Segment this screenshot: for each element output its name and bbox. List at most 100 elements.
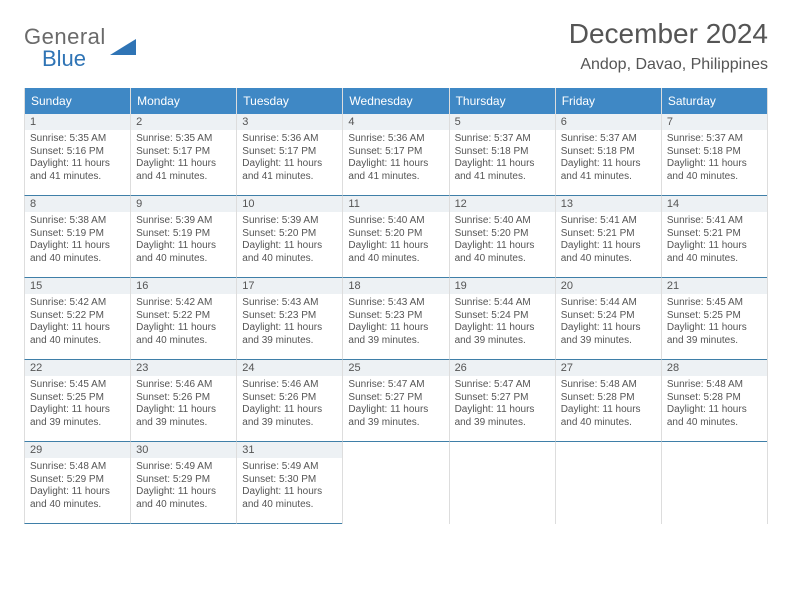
day-cell: 21Sunrise: 5:45 AMSunset: 5:25 PMDayligh…	[661, 278, 767, 360]
day-number: 11	[343, 196, 448, 212]
day-number: 22	[25, 360, 130, 376]
day-body: Sunrise: 5:37 AMSunset: 5:18 PMDaylight:…	[556, 130, 661, 188]
day-body: Sunrise: 5:40 AMSunset: 5:20 PMDaylight:…	[343, 212, 448, 270]
day-body: Sunrise: 5:47 AMSunset: 5:27 PMDaylight:…	[343, 376, 448, 434]
day-cell: 8Sunrise: 5:38 AMSunset: 5:19 PMDaylight…	[24, 196, 130, 278]
day-d1: Daylight: 11 hours	[455, 158, 550, 171]
day-d2: and 39 minutes.	[667, 335, 762, 348]
day-number: 15	[25, 278, 130, 294]
day-ss: Sunset: 5:18 PM	[667, 146, 762, 159]
calendar-grid: SundayMondayTuesdayWednesdayThursdayFrid…	[24, 88, 768, 524]
day-d1: Daylight: 11 hours	[348, 158, 443, 171]
day-d1: Daylight: 11 hours	[667, 322, 762, 335]
day-d2: and 39 minutes.	[30, 417, 125, 430]
day-number: 3	[237, 114, 342, 130]
day-d1: Daylight: 11 hours	[136, 404, 231, 417]
weekday-header: Wednesday	[342, 88, 448, 114]
day-sr: Sunrise: 5:46 AM	[242, 379, 337, 392]
day-number: 13	[556, 196, 661, 212]
day-d1: Daylight: 11 hours	[348, 404, 443, 417]
day-cell: 24Sunrise: 5:46 AMSunset: 5:26 PMDayligh…	[236, 360, 342, 442]
day-number: 6	[556, 114, 661, 130]
day-ss: Sunset: 5:23 PM	[242, 310, 337, 323]
day-ss: Sunset: 5:28 PM	[667, 392, 762, 405]
day-sr: Sunrise: 5:48 AM	[30, 461, 125, 474]
day-sr: Sunrise: 5:43 AM	[242, 297, 337, 310]
day-number: 20	[556, 278, 661, 294]
day-cell: 7Sunrise: 5:37 AMSunset: 5:18 PMDaylight…	[661, 114, 767, 196]
day-d1: Daylight: 11 hours	[455, 322, 550, 335]
day-d2: and 41 minutes.	[561, 171, 656, 184]
day-d2: and 41 minutes.	[455, 171, 550, 184]
day-body: Sunrise: 5:43 AMSunset: 5:23 PMDaylight:…	[237, 294, 342, 352]
day-sr: Sunrise: 5:49 AM	[136, 461, 231, 474]
day-number: 19	[450, 278, 555, 294]
day-body: Sunrise: 5:39 AMSunset: 5:20 PMDaylight:…	[237, 212, 342, 270]
day-d2: and 40 minutes.	[242, 499, 337, 512]
day-d1: Daylight: 11 hours	[30, 486, 125, 499]
day-d1: Daylight: 11 hours	[667, 158, 762, 171]
day-cell: 26Sunrise: 5:47 AMSunset: 5:27 PMDayligh…	[449, 360, 555, 442]
day-number: 14	[662, 196, 767, 212]
day-number: 9	[131, 196, 236, 212]
day-cell: 18Sunrise: 5:43 AMSunset: 5:23 PMDayligh…	[342, 278, 448, 360]
day-d2: and 41 minutes.	[242, 171, 337, 184]
day-d2: and 40 minutes.	[667, 417, 762, 430]
day-body: Sunrise: 5:45 AMSunset: 5:25 PMDaylight:…	[662, 294, 767, 352]
day-number: 24	[237, 360, 342, 376]
day-sr: Sunrise: 5:36 AM	[348, 133, 443, 146]
day-cell: 22Sunrise: 5:45 AMSunset: 5:25 PMDayligh…	[24, 360, 130, 442]
day-cell: 15Sunrise: 5:42 AMSunset: 5:22 PMDayligh…	[24, 278, 130, 360]
day-body: Sunrise: 5:47 AMSunset: 5:27 PMDaylight:…	[450, 376, 555, 434]
day-sr: Sunrise: 5:35 AM	[136, 133, 231, 146]
day-number: 2	[131, 114, 236, 130]
day-cell: 6Sunrise: 5:37 AMSunset: 5:18 PMDaylight…	[555, 114, 661, 196]
day-ss: Sunset: 5:24 PM	[561, 310, 656, 323]
day-d1: Daylight: 11 hours	[455, 240, 550, 253]
day-ss: Sunset: 5:28 PM	[561, 392, 656, 405]
day-cell: 2Sunrise: 5:35 AMSunset: 5:17 PMDaylight…	[130, 114, 236, 196]
day-number: 18	[343, 278, 448, 294]
day-d1: Daylight: 11 hours	[561, 322, 656, 335]
day-cell: 10Sunrise: 5:39 AMSunset: 5:20 PMDayligh…	[236, 196, 342, 278]
day-sr: Sunrise: 5:46 AM	[136, 379, 231, 392]
day-cell: 31Sunrise: 5:49 AMSunset: 5:30 PMDayligh…	[236, 442, 342, 524]
day-sr: Sunrise: 5:49 AM	[242, 461, 337, 474]
day-d2: and 40 minutes.	[136, 253, 231, 266]
day-ss: Sunset: 5:26 PM	[136, 392, 231, 405]
day-number: 17	[237, 278, 342, 294]
day-d2: and 40 minutes.	[30, 499, 125, 512]
day-cell: 16Sunrise: 5:42 AMSunset: 5:22 PMDayligh…	[130, 278, 236, 360]
day-ss: Sunset: 5:27 PM	[348, 392, 443, 405]
day-d2: and 40 minutes.	[348, 253, 443, 266]
location-text: Andop, Davao, Philippines	[569, 56, 768, 74]
day-sr: Sunrise: 5:35 AM	[30, 133, 125, 146]
day-d2: and 39 minutes.	[348, 417, 443, 430]
day-body: Sunrise: 5:37 AMSunset: 5:18 PMDaylight:…	[450, 130, 555, 188]
day-ss: Sunset: 5:20 PM	[455, 228, 550, 241]
day-cell: 14Sunrise: 5:41 AMSunset: 5:21 PMDayligh…	[661, 196, 767, 278]
day-number: 4	[343, 114, 448, 130]
day-cell: 28Sunrise: 5:48 AMSunset: 5:28 PMDayligh…	[661, 360, 767, 442]
day-ss: Sunset: 5:17 PM	[136, 146, 231, 159]
day-d2: and 40 minutes.	[561, 253, 656, 266]
day-ss: Sunset: 5:23 PM	[348, 310, 443, 323]
day-sr: Sunrise: 5:44 AM	[561, 297, 656, 310]
day-body: Sunrise: 5:42 AMSunset: 5:22 PMDaylight:…	[25, 294, 130, 352]
day-cell: 11Sunrise: 5:40 AMSunset: 5:20 PMDayligh…	[342, 196, 448, 278]
day-ss: Sunset: 5:27 PM	[455, 392, 550, 405]
day-number: 10	[237, 196, 342, 212]
day-number: 26	[450, 360, 555, 376]
day-ss: Sunset: 5:26 PM	[242, 392, 337, 405]
day-d2: and 40 minutes.	[667, 253, 762, 266]
day-cell: 5Sunrise: 5:37 AMSunset: 5:18 PMDaylight…	[449, 114, 555, 196]
header-bar: General Blue December 2024 Andop, Davao,…	[24, 18, 768, 74]
day-ss: Sunset: 5:17 PM	[242, 146, 337, 159]
day-body: Sunrise: 5:36 AMSunset: 5:17 PMDaylight:…	[237, 130, 342, 188]
weekday-header: Thursday	[449, 88, 555, 114]
day-sr: Sunrise: 5:39 AM	[136, 215, 231, 228]
day-sr: Sunrise: 5:37 AM	[667, 133, 762, 146]
day-number: 8	[25, 196, 130, 212]
day-d2: and 40 minutes.	[30, 253, 125, 266]
triangle-icon	[110, 37, 136, 59]
